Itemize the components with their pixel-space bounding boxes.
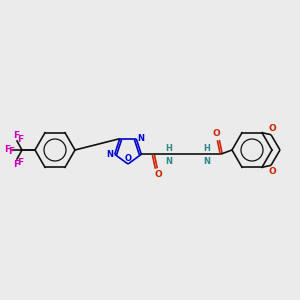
Text: F: F [13, 160, 19, 169]
Text: N: N [165, 157, 172, 166]
Text: F: F [4, 146, 10, 154]
Text: O: O [268, 124, 276, 133]
Text: F: F [17, 158, 23, 167]
Text: N: N [107, 150, 114, 159]
Text: O: O [212, 129, 220, 138]
Text: O: O [124, 154, 131, 163]
Text: F: F [8, 146, 14, 155]
Text: N: N [137, 134, 144, 143]
Text: F: F [13, 131, 19, 140]
Text: N: N [203, 157, 210, 166]
Text: H: H [203, 144, 210, 153]
Text: O: O [154, 170, 162, 179]
Text: H: H [165, 144, 172, 153]
Text: F: F [17, 135, 23, 144]
Text: O: O [268, 167, 276, 176]
